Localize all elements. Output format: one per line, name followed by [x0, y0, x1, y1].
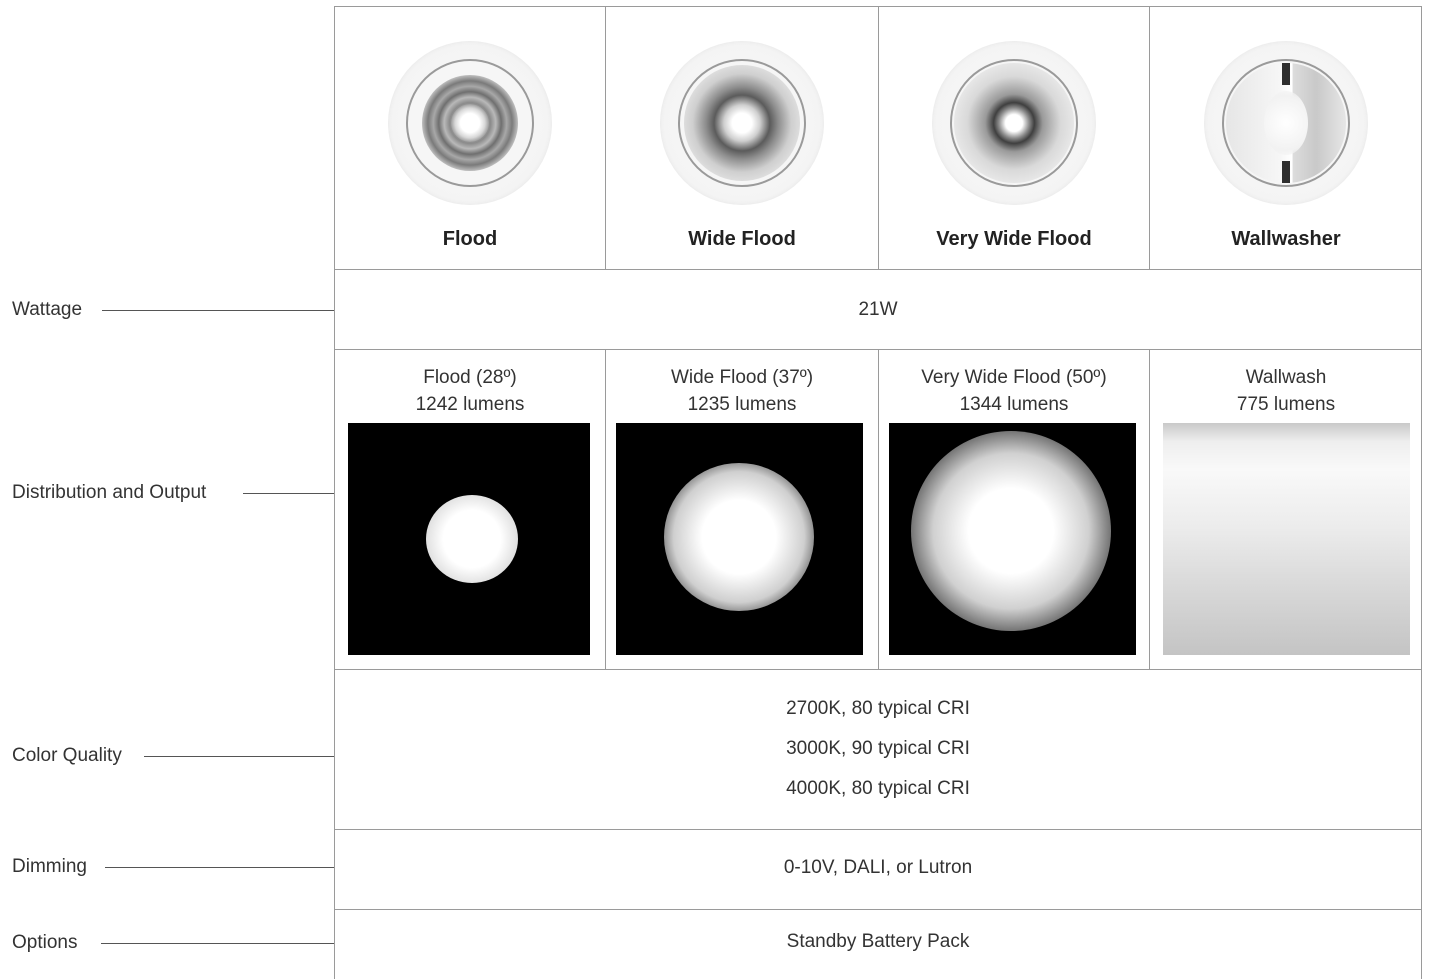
distribution-cell-flood: Flood (28º) 1242 lumens — [335, 350, 605, 669]
row-label-options: Options — [12, 932, 78, 953]
divider — [335, 909, 1421, 910]
color-quality-list: 2700K, 80 typical CRI 3000K, 90 typical … — [335, 670, 1421, 829]
divider — [878, 349, 879, 669]
beam-image-wide-flood — [616, 423, 863, 655]
type-cell-flood: Flood — [335, 7, 605, 269]
options-value: Standby Battery Pack — [786, 931, 970, 952]
distribution-label: Flood (28º) — [423, 367, 517, 388]
flood-fixture-icon — [388, 41, 552, 205]
row-label-wattage: Wattage — [12, 299, 83, 320]
beam-image-very-wide-flood — [889, 423, 1136, 655]
divider — [335, 669, 1421, 670]
lumens-value: 1242 lumens — [415, 394, 525, 415]
row-label-dimming: Dimming — [12, 856, 87, 877]
divider — [605, 349, 606, 669]
distribution-label: Very Wide Flood (50º) — [921, 367, 1107, 388]
spec-table: Flood Wide Flood Very Wide Flood Wallwas… — [334, 6, 1422, 979]
leader-line-wattage — [102, 310, 334, 311]
row-label-distribution: Distribution and Output — [12, 482, 207, 503]
very-wide-flood-fixture-icon — [932, 41, 1096, 205]
type-name-very-wide-flood: Very Wide Flood — [936, 228, 1092, 250]
lumens-value: 1344 lumens — [959, 394, 1069, 415]
divider — [605, 7, 606, 269]
color-quality-item: 2700K, 80 typical CRI — [786, 698, 970, 719]
divider — [1149, 349, 1150, 669]
distribution-label: Wide Flood (37º) — [670, 367, 814, 388]
leader-line-color-quality — [144, 756, 334, 757]
divider — [878, 7, 879, 269]
divider — [335, 829, 1421, 830]
distribution-cell-wide-flood: Wide Flood (37º) 1235 lumens — [606, 350, 878, 669]
wide-flood-fixture-icon — [660, 41, 824, 205]
type-name-wide-flood: Wide Flood — [688, 228, 796, 250]
wattage-value: 21W — [858, 299, 898, 320]
type-cell-wallwasher: Wallwasher — [1150, 7, 1422, 269]
leader-line-dimming — [105, 867, 334, 868]
lumens-value: 1235 lumens — [687, 394, 797, 415]
beam-image-flood — [348, 423, 590, 655]
divider — [335, 269, 1421, 270]
leader-line-distribution — [243, 493, 334, 494]
type-cell-very-wide-flood: Very Wide Flood — [879, 7, 1149, 269]
leader-line-options — [101, 943, 334, 944]
row-label-color-quality: Color Quality — [12, 745, 122, 766]
divider — [1149, 7, 1150, 269]
wallwasher-fixture-icon — [1204, 41, 1368, 205]
color-quality-item: 4000K, 80 typical CRI — [786, 778, 970, 799]
type-cell-wide-flood: Wide Flood — [606, 7, 878, 269]
type-name-wallwasher: Wallwasher — [1231, 228, 1341, 250]
color-quality-item: 3000K, 90 typical CRI — [786, 738, 970, 759]
dimming-value: 0-10V, DALI, or Lutron — [783, 857, 973, 878]
lumens-value: 775 lumens — [1236, 394, 1336, 415]
beam-image-wallwash — [1163, 423, 1410, 655]
type-name-flood: Flood — [442, 228, 498, 250]
distribution-label: Wallwash — [1245, 367, 1327, 388]
distribution-cell-wallwash: Wallwash 775 lumens — [1150, 350, 1422, 669]
distribution-cell-very-wide-flood: Very Wide Flood (50º) 1344 lumens — [879, 350, 1149, 669]
